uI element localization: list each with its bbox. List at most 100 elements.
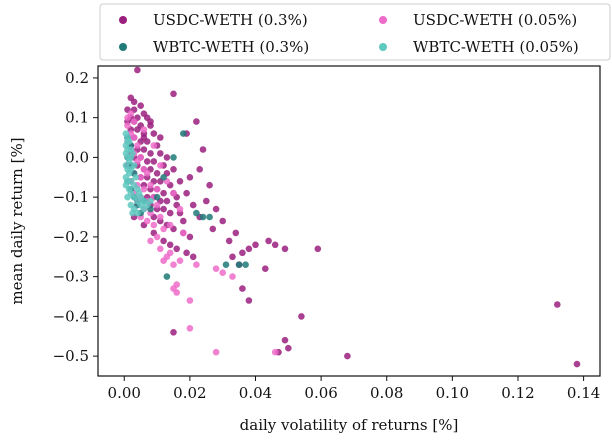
data-point (242, 261, 249, 269)
data-point (206, 181, 213, 189)
data-point (130, 118, 138, 125)
data-point (147, 237, 154, 245)
x-tick-label: 0.02 (173, 384, 206, 402)
legend-label: WBTC-WETH (0.3%) (153, 38, 309, 56)
data-point (157, 134, 164, 141)
data-point (160, 174, 167, 181)
data-point (199, 146, 207, 153)
plot-frame (97, 65, 601, 377)
data-point (196, 166, 203, 173)
data-point (143, 170, 151, 177)
data-point (147, 181, 154, 189)
data-point (157, 150, 164, 157)
data-point (170, 90, 177, 98)
data-point (245, 245, 253, 253)
data-point (129, 150, 136, 157)
data-point (209, 225, 217, 233)
data-point (212, 348, 220, 356)
data-point (344, 352, 351, 360)
data-point (239, 285, 246, 292)
data-point (153, 193, 161, 201)
data-point (281, 336, 289, 344)
data-point (166, 209, 174, 217)
data-point (232, 229, 240, 237)
data-point (153, 185, 161, 193)
data-point (157, 245, 164, 253)
data-point (229, 253, 236, 261)
data-point (298, 313, 305, 320)
data-point (147, 118, 154, 125)
data-point (219, 269, 226, 277)
y-tick-label: −0.4 (53, 307, 89, 325)
y-tick-label: −0.2 (53, 228, 89, 246)
data-point (265, 237, 272, 245)
data-point (212, 265, 220, 273)
data-point (212, 205, 220, 213)
data-point (153, 170, 161, 177)
data-point (170, 154, 177, 161)
data-point (262, 265, 269, 273)
x-axis-ticks: 0.00 0.02 0.04 0.06 0.08 0.10 0.12 0.14 (108, 376, 600, 402)
legend-marker (379, 43, 387, 51)
data-point (166, 241, 174, 249)
data-point (222, 261, 230, 269)
data-point (206, 213, 213, 221)
data-point (160, 189, 167, 197)
data-point (124, 138, 131, 145)
data-point (193, 118, 200, 125)
x-tick-label: 0.04 (239, 384, 272, 402)
data-point (281, 245, 289, 253)
series-4 (122, 130, 154, 217)
data-point (122, 181, 130, 189)
y-tick-label: 0.2 (65, 69, 89, 87)
data-point (163, 154, 171, 161)
data-point (186, 174, 194, 181)
data-point (124, 122, 131, 129)
legend-marker (119, 43, 127, 51)
data-point (252, 241, 259, 249)
y-tick-label: 0.1 (65, 109, 89, 127)
x-tick-label: 0.00 (108, 384, 141, 402)
data-point (160, 257, 167, 265)
y-tick-label: −0.3 (53, 268, 89, 286)
legend-box (99, 3, 611, 61)
data-point (271, 241, 279, 249)
data-point (150, 221, 158, 229)
data-point (124, 193, 131, 201)
data-point (183, 189, 190, 197)
data-point (176, 205, 184, 213)
data-point (134, 142, 141, 149)
data-point (176, 257, 184, 265)
data-point (127, 110, 135, 117)
data-point (134, 126, 141, 133)
data-point (193, 261, 200, 269)
y-tick-label: −0.5 (53, 347, 89, 365)
data-point (140, 146, 148, 153)
legend-label: USDC-WETH (0.3%) (153, 11, 308, 29)
data-point (166, 221, 174, 229)
data-point (186, 233, 194, 241)
data-point (157, 162, 164, 169)
data-point (193, 209, 200, 217)
data-point (166, 249, 174, 257)
data-point (130, 98, 138, 106)
series-1 (124, 66, 581, 368)
data-point (176, 178, 184, 185)
data-point (140, 185, 148, 193)
data-point (229, 273, 236, 280)
x-axis-label: daily volatility of returns [%] (240, 416, 459, 434)
data-point (150, 158, 158, 165)
data-point (130, 162, 138, 169)
data-point (170, 166, 177, 173)
data-point (130, 134, 138, 141)
data-point (219, 217, 226, 225)
data-point (137, 193, 144, 201)
y-axis-label: mean daily return [%] (8, 137, 26, 304)
legend: USDC-WETH (0.3%) USDC-WETH (0.05%) WBTC-WE… (99, 3, 611, 61)
legend-label: WBTC-WETH (0.05%) (413, 38, 579, 56)
data-point (554, 301, 561, 308)
x-tick-label: 0.10 (436, 384, 469, 402)
data-point (314, 245, 322, 253)
data-point (170, 189, 177, 197)
x-tick-label: 0.06 (304, 384, 337, 402)
